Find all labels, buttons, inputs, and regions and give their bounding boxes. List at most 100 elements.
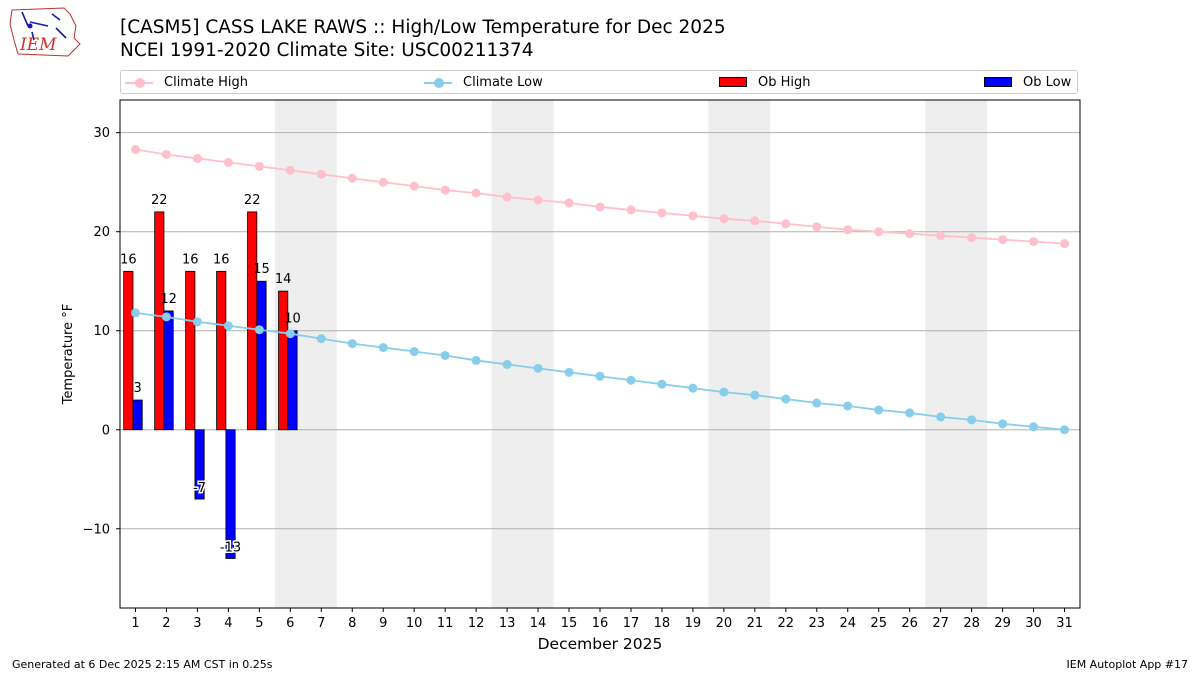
legend-ob-low-label: Ob Low xyxy=(1023,75,1072,90)
climate-high-point xyxy=(967,233,977,243)
climate-high-point xyxy=(781,219,791,229)
climate-low-point xyxy=(254,325,264,335)
climate-low-point xyxy=(626,375,636,385)
x-tick-label: 30 xyxy=(1025,616,1042,631)
ob-high-value-label: 22 xyxy=(151,193,168,208)
ob-low-bar xyxy=(132,399,143,431)
ob-high-bar xyxy=(247,211,258,431)
climate-low-point xyxy=(998,419,1008,429)
climate-low-point xyxy=(378,343,388,353)
climate-high-point xyxy=(347,173,357,183)
climate-low-point xyxy=(130,308,140,318)
footer-app: IEM Autoplot App #17 xyxy=(1066,658,1189,671)
climate-low-point xyxy=(192,317,202,327)
x-tick-label: 6 xyxy=(286,616,294,631)
climate-high-point xyxy=(502,192,512,202)
x-tick-label: 28 xyxy=(963,616,980,631)
ob-low-value-label: 12 xyxy=(160,292,177,307)
climate-high-point xyxy=(254,161,264,171)
climate-high-point xyxy=(750,216,760,226)
climate-high-point xyxy=(440,185,450,195)
ob-high-bar xyxy=(216,270,227,431)
x-tick-label: 29 xyxy=(994,616,1011,631)
climate-high-point xyxy=(626,205,636,215)
climate-low-point xyxy=(316,334,326,344)
ob-low-bar xyxy=(225,429,236,559)
x-tick-label: 19 xyxy=(685,616,702,631)
climate-low-point xyxy=(471,355,481,365)
y-axis-label: Temperature °F xyxy=(61,304,76,405)
ob-high-value-label: 16 xyxy=(213,252,230,267)
x-tick-label: 11 xyxy=(437,616,454,631)
ob-low-value-label: -7 xyxy=(193,481,206,496)
x-tick-label: 21 xyxy=(747,616,764,631)
legend: Climate High Climate Low Ob High Ob Low xyxy=(120,70,1078,94)
x-tick-label: 22 xyxy=(778,616,795,631)
climate-low-point xyxy=(967,415,977,425)
x-tick-label: 5 xyxy=(255,616,263,631)
ob-low-value-label: 3 xyxy=(133,381,141,396)
climate-high-point xyxy=(285,165,295,175)
climate-high-point xyxy=(409,181,419,191)
x-axis-label: December 2025 xyxy=(538,635,663,653)
ob-high-value-label: 14 xyxy=(275,272,292,287)
climate-low-point xyxy=(285,329,295,339)
climate-high-point xyxy=(812,222,822,232)
x-tick-label: 27 xyxy=(932,616,949,631)
x-tick-label: 18 xyxy=(654,616,671,631)
climate-high-point xyxy=(192,153,202,163)
chart-subtitle: NCEI 1991-2020 Climate Site: USC00211374 xyxy=(120,40,534,61)
ob-low-bar xyxy=(194,429,205,500)
x-tick-label: 26 xyxy=(901,616,918,631)
climate-low-point xyxy=(843,401,853,411)
ob-high-bar xyxy=(123,270,134,431)
ob-high-value-label: 22 xyxy=(244,193,261,208)
climate-low-point xyxy=(502,359,512,369)
ob-low-bar xyxy=(256,280,267,431)
climate-high-point xyxy=(843,225,853,235)
ob-low-bar xyxy=(163,310,174,431)
weekend-shade xyxy=(925,100,988,608)
legend-ob-high-swatch xyxy=(719,77,747,87)
climate-low-point xyxy=(750,390,760,400)
x-tick-label: 24 xyxy=(839,616,856,631)
climate-low-point xyxy=(812,398,822,408)
weekend-shade xyxy=(708,100,771,608)
climate-high-point xyxy=(998,235,1008,245)
climate-high-point xyxy=(533,195,543,205)
chart-title: [CASM5] CASS LAKE RAWS :: High/Low Tempe… xyxy=(120,17,726,38)
climate-high-point xyxy=(657,208,667,218)
climate-high-point xyxy=(564,198,574,208)
x-tick-label: 10 xyxy=(406,616,423,631)
ob-low-bar xyxy=(287,330,298,431)
ob-low-value-label: 15 xyxy=(253,262,270,277)
legend-climate-low-label: Climate Low xyxy=(463,75,543,90)
climate-low-point xyxy=(936,412,946,422)
legend-ob-low-swatch xyxy=(984,77,1012,87)
climate-high-point xyxy=(688,211,698,221)
climate-low-point xyxy=(564,367,574,377)
x-tick-label: 15 xyxy=(561,616,578,631)
iem-logo: IEM xyxy=(9,7,81,57)
y-tick-label: 0 xyxy=(102,423,110,438)
logo-text: IEM xyxy=(19,35,57,55)
x-tick-label: 12 xyxy=(468,616,485,631)
climate-low-point xyxy=(781,394,791,404)
x-tick-label: 3 xyxy=(193,616,201,631)
ob-high-bar xyxy=(154,211,165,431)
climate-high-point xyxy=(1029,237,1039,247)
climate-low-point xyxy=(719,387,729,397)
climate-high-point xyxy=(719,214,729,224)
y-tick-label: −10 xyxy=(83,522,110,537)
y-tick-label: 30 xyxy=(93,126,110,141)
climate-high-point xyxy=(874,227,884,237)
climate-high-point xyxy=(595,202,605,212)
climate-low-point xyxy=(533,363,543,373)
x-tick-label: 17 xyxy=(623,616,640,631)
ob-low-value-label: 10 xyxy=(284,312,301,327)
climate-low-point xyxy=(347,339,357,349)
climate-low-point xyxy=(595,371,605,381)
climate-low-point xyxy=(905,408,915,418)
x-tick-label: 7 xyxy=(317,616,325,631)
footer-generated: Generated at 6 Dec 2025 2:15 AM CST in 0… xyxy=(12,658,273,671)
